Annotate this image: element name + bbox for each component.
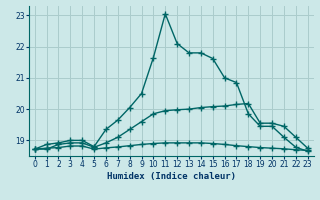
X-axis label: Humidex (Indice chaleur): Humidex (Indice chaleur) <box>107 172 236 181</box>
